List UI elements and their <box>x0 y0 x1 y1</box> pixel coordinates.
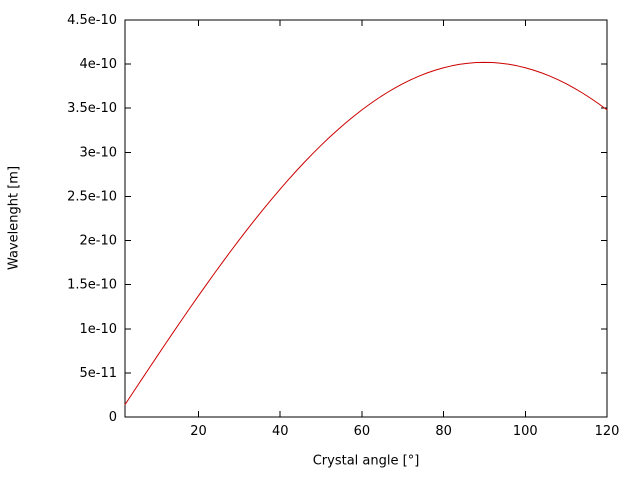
y-axis-label: Wavelenght [m] <box>6 165 22 271</box>
y-tick-label: 3.5e-10 <box>67 101 117 116</box>
y-tick-label: 1e-10 <box>79 322 117 337</box>
x-tick-label: 120 <box>595 424 620 439</box>
x-tick-label: 100 <box>513 424 538 439</box>
x-axis-label: Crystal angle [°] <box>312 453 420 469</box>
y-tick-label: 2.5e-10 <box>67 189 117 204</box>
x-tick-label: 60 <box>354 424 371 439</box>
y-tick-label: 0 <box>109 410 117 425</box>
x-tick-label: 20 <box>190 424 207 439</box>
y-tick-label: 4.5e-10 <box>67 13 117 28</box>
y-tick-label: 4e-10 <box>79 57 117 72</box>
plot-border <box>124 19 608 418</box>
y-tick-label: 5e-11 <box>79 366 117 381</box>
y-tick-label: 2e-10 <box>79 234 117 249</box>
y-tick-label: 1.5e-10 <box>67 278 117 293</box>
y-tick-label: 3e-10 <box>79 145 117 160</box>
data-line <box>124 61 608 406</box>
x-tick-label: 40 <box>272 424 289 439</box>
x-tick-label: 80 <box>435 424 452 439</box>
